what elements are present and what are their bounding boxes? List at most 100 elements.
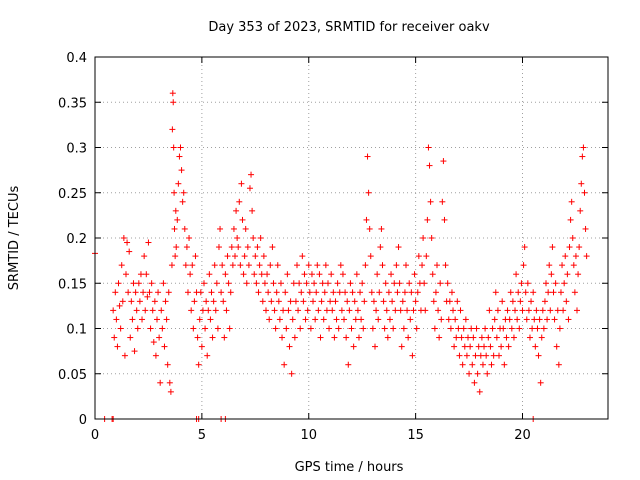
- data-point: [173, 244, 180, 251]
- data-point: [438, 316, 445, 323]
- data-point: [171, 189, 178, 196]
- data-point: [580, 144, 587, 151]
- data-point: [539, 307, 546, 314]
- data-point: [178, 167, 185, 174]
- data-point: [468, 325, 475, 332]
- data-point: [321, 289, 328, 296]
- data-point: [428, 235, 435, 241]
- data-point: [556, 325, 563, 332]
- data-point: [564, 271, 571, 278]
- data-point: [286, 343, 293, 350]
- data-point: [277, 280, 284, 287]
- data-point: [118, 262, 125, 269]
- data-point: [288, 370, 295, 377]
- data-point: [366, 225, 373, 232]
- data-point: [160, 280, 167, 287]
- data-point: [225, 280, 232, 287]
- data-point: [421, 280, 428, 287]
- chart-title: Day 353 of 2023, SRMTID for receiver oak…: [208, 20, 490, 35]
- data-point: [180, 189, 187, 196]
- data-point: [386, 316, 393, 323]
- data-point: [489, 325, 496, 332]
- data-point: [148, 280, 155, 287]
- data-point: [477, 352, 484, 359]
- data-point: [252, 253, 259, 260]
- data-point: [333, 316, 340, 323]
- data-point: [572, 253, 579, 260]
- data-point: [353, 271, 360, 278]
- data-point: [175, 180, 182, 187]
- data-point: [168, 262, 175, 269]
- data-point: [125, 289, 132, 296]
- data-point: [207, 316, 214, 323]
- data-point: [204, 352, 211, 359]
- data-point: [143, 271, 150, 278]
- y-tick-label: 0.4: [66, 51, 87, 66]
- data-point: [290, 280, 297, 287]
- data-point: [503, 334, 510, 341]
- data-point: [519, 307, 526, 314]
- data-point: [255, 289, 262, 296]
- data-point: [291, 334, 298, 341]
- data-point: [213, 280, 220, 287]
- data-point: [464, 334, 471, 341]
- data-point: [383, 307, 390, 314]
- data-point: [296, 280, 303, 287]
- data-point: [223, 307, 230, 314]
- data-point: [392, 307, 399, 314]
- data-point: [205, 307, 212, 314]
- data-point: [451, 343, 458, 350]
- data-point: [155, 289, 162, 296]
- data-point: [431, 325, 438, 332]
- data-point: [254, 244, 261, 251]
- data-point: [505, 343, 512, 350]
- data-point: [183, 244, 190, 251]
- data-point: [541, 298, 548, 305]
- data-point: [532, 343, 539, 350]
- data-point: [303, 280, 310, 287]
- data-point: [525, 307, 532, 314]
- data-point: [113, 316, 120, 323]
- data-point: [237, 262, 244, 269]
- data-point: [196, 316, 203, 323]
- data-point: [370, 298, 377, 305]
- data-point: [494, 307, 501, 314]
- data-point: [280, 307, 287, 314]
- data-point: [406, 280, 413, 287]
- data-point: [565, 316, 572, 323]
- data-point: [137, 271, 144, 278]
- data-point: [337, 262, 344, 269]
- data-point: [432, 289, 439, 296]
- y-tick-label: 0.3: [66, 142, 87, 157]
- data-point: [380, 298, 387, 305]
- data-point: [292, 298, 299, 305]
- data-point: [517, 298, 524, 305]
- data-point: [198, 343, 205, 350]
- data-point: [399, 298, 406, 305]
- data-point: [549, 244, 556, 251]
- data-point: [176, 153, 183, 160]
- data-point: [344, 298, 351, 305]
- x-tick-label: 20: [514, 428, 531, 443]
- data-point: [147, 325, 154, 332]
- data-point: [492, 289, 499, 296]
- data-point: [425, 144, 432, 151]
- data-point: [510, 334, 517, 341]
- data-point: [375, 316, 382, 323]
- data-point: [524, 280, 531, 287]
- data-point: [455, 325, 462, 332]
- data-point: [473, 325, 480, 332]
- data-point: [246, 185, 253, 192]
- data-point: [271, 307, 278, 314]
- data-point: [457, 307, 464, 314]
- data-point: [122, 271, 129, 278]
- data-point: [245, 262, 252, 269]
- data-point: [326, 325, 333, 332]
- data-point: [120, 235, 127, 241]
- data-point: [248, 171, 255, 178]
- data-point: [414, 289, 421, 296]
- data-point: [460, 325, 467, 332]
- data-point: [429, 271, 436, 278]
- data-point: [144, 293, 151, 300]
- data-point: [509, 298, 516, 305]
